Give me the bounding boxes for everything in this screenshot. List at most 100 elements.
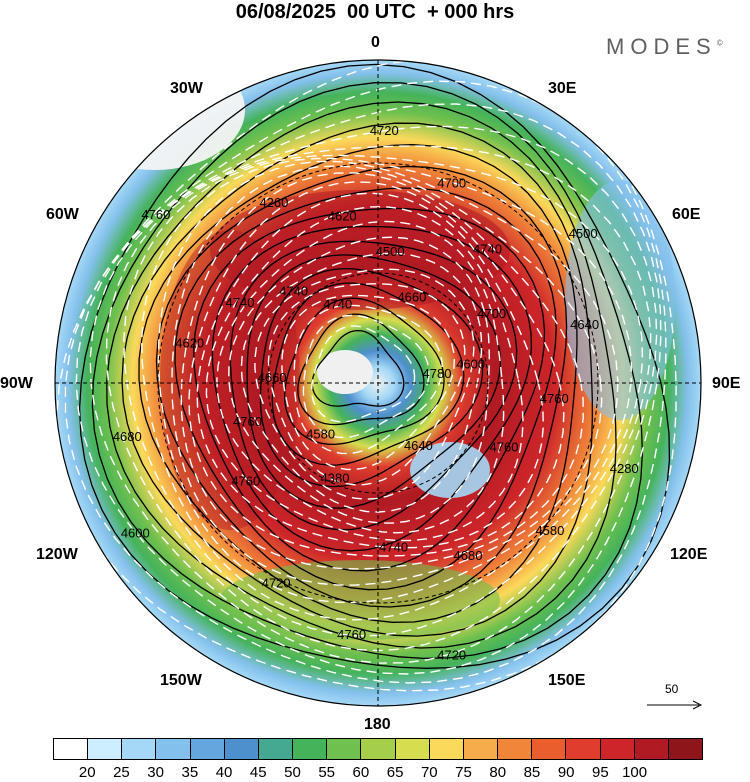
height-contours xyxy=(78,63,671,669)
contour-label: 4680 xyxy=(454,548,483,563)
streamline xyxy=(171,165,603,586)
streamline xyxy=(188,181,565,557)
contour-label: 4740 xyxy=(323,297,352,312)
contour-label: 4280 xyxy=(610,461,639,476)
legend-tick-100: 100 xyxy=(622,764,648,781)
contour-label: 4740 xyxy=(279,283,308,298)
legend-tick-60: 60 xyxy=(352,764,370,781)
contour-label: 4580 xyxy=(306,427,335,442)
legend-tick-40: 40 xyxy=(215,764,233,781)
contour-label: 4700 xyxy=(437,176,466,191)
contour-label: 4380 xyxy=(321,470,350,485)
streamline xyxy=(64,80,667,684)
legend-swatch-14 xyxy=(532,739,567,759)
contour-label: 4620 xyxy=(328,208,357,223)
contour-label: 4660 xyxy=(397,289,426,304)
streamline xyxy=(311,325,416,423)
legend-swatch-13 xyxy=(498,739,533,759)
color-legend xyxy=(53,738,703,760)
legend-tick-55: 55 xyxy=(318,764,336,781)
legend-swatch-18 xyxy=(668,739,702,759)
lon-label-120w: 120W xyxy=(36,546,78,563)
streamline xyxy=(302,314,430,439)
lon-label-90e: 90E xyxy=(712,375,741,392)
legend-tick-80: 80 xyxy=(489,764,507,781)
streamline xyxy=(157,160,619,604)
lon-label-30e: 30E xyxy=(548,80,577,97)
contour-line xyxy=(121,122,593,637)
streamline xyxy=(254,268,475,500)
legend-tick-65: 65 xyxy=(386,764,404,781)
lon-label-90w: 90W xyxy=(0,375,33,392)
legend-tick-20: 20 xyxy=(78,764,96,781)
lon-label-60e: 60E xyxy=(672,206,701,223)
legend-tick-70: 70 xyxy=(420,764,438,781)
contour-line xyxy=(297,313,425,426)
legend-tick-95: 95 xyxy=(592,764,609,781)
legend-tick-50: 50 xyxy=(284,764,301,781)
contour-label: 4760 xyxy=(231,473,260,488)
contour-label: 4740 xyxy=(473,242,502,257)
contour-line xyxy=(106,101,617,649)
legend-tick-90: 90 xyxy=(557,764,575,781)
legend-swatch-8 xyxy=(327,739,362,759)
polar-map: 4780 4760 4720 4640 4620 4500 4380 4260 4280 4760… xyxy=(54,59,702,707)
legend-swatch-2 xyxy=(122,739,157,759)
legend-swatch-4 xyxy=(190,739,225,759)
legend-swatch-10 xyxy=(395,739,430,759)
legend-swatch-1 xyxy=(88,739,123,759)
streamline xyxy=(89,125,658,664)
map-boundary xyxy=(54,59,702,707)
streamline xyxy=(216,220,505,534)
streamline xyxy=(267,283,466,486)
streamline xyxy=(205,205,524,542)
contour-label: 4500 xyxy=(376,244,405,259)
map-title: 06/08/2025 00 UTC + 000 hrs xyxy=(235,1,515,23)
contour-line xyxy=(211,225,533,552)
modes-logo: MODES© xyxy=(606,34,723,60)
contour-label: 4720 xyxy=(262,576,291,591)
contour-label: 4740 xyxy=(379,539,408,554)
arrow-right-icon xyxy=(647,700,703,710)
contour-label: 4600 xyxy=(456,357,485,372)
contour-label: 4620 xyxy=(175,335,204,350)
contour-line xyxy=(259,267,484,488)
contour-line xyxy=(283,297,445,446)
contour-label: 4760 xyxy=(337,627,366,642)
legend-swatch-15 xyxy=(566,739,601,759)
lon-label-120e: 120E xyxy=(670,546,708,563)
contour-line xyxy=(246,254,502,509)
legend-swatch-7 xyxy=(293,739,328,759)
lon-label-150e: 150E xyxy=(548,672,586,689)
lon-label-30w: 30W xyxy=(170,80,203,97)
legend-tick-85: 85 xyxy=(523,764,541,781)
legend-tick-30: 30 xyxy=(147,764,164,781)
contour-label: 4500 xyxy=(569,226,598,241)
contour-label: 4740 xyxy=(226,295,255,310)
legend-swatch-6 xyxy=(258,739,294,759)
legend-tick-75: 75 xyxy=(455,764,472,781)
scale-value: 50 xyxy=(665,682,679,696)
streamline xyxy=(281,294,456,471)
contour-label: 4720 xyxy=(370,123,399,138)
streamline xyxy=(140,157,633,621)
streamline xyxy=(75,103,662,675)
contour-label: 4660 xyxy=(258,370,287,385)
contour-labels: 4780 4760 4720 4640 4620 4500 4380 4260 4280 4760… xyxy=(113,123,639,662)
legend-tick-25: 25 xyxy=(113,764,130,781)
contour-label: 4260 xyxy=(259,195,288,210)
contour-label: 4720 xyxy=(437,647,466,662)
streamline xyxy=(240,252,483,513)
streamline xyxy=(180,172,584,570)
legend-tick-45: 45 xyxy=(249,764,267,781)
contour-label: 4680 xyxy=(113,429,142,444)
graticule xyxy=(55,60,701,706)
legend-swatch-9 xyxy=(361,739,396,759)
color-legend-ticks: 20 25 30 35 40 45 50 55 60 65 70 75 80 85 90 95 100 xyxy=(53,764,703,782)
contour-label: 4640 xyxy=(404,438,433,453)
legend-swatch-16 xyxy=(600,739,635,759)
legend-swatch-0 xyxy=(54,739,89,759)
contour-line xyxy=(271,282,465,466)
legend-swatch-3 xyxy=(156,739,191,759)
contour-label: 4600 xyxy=(121,526,150,541)
